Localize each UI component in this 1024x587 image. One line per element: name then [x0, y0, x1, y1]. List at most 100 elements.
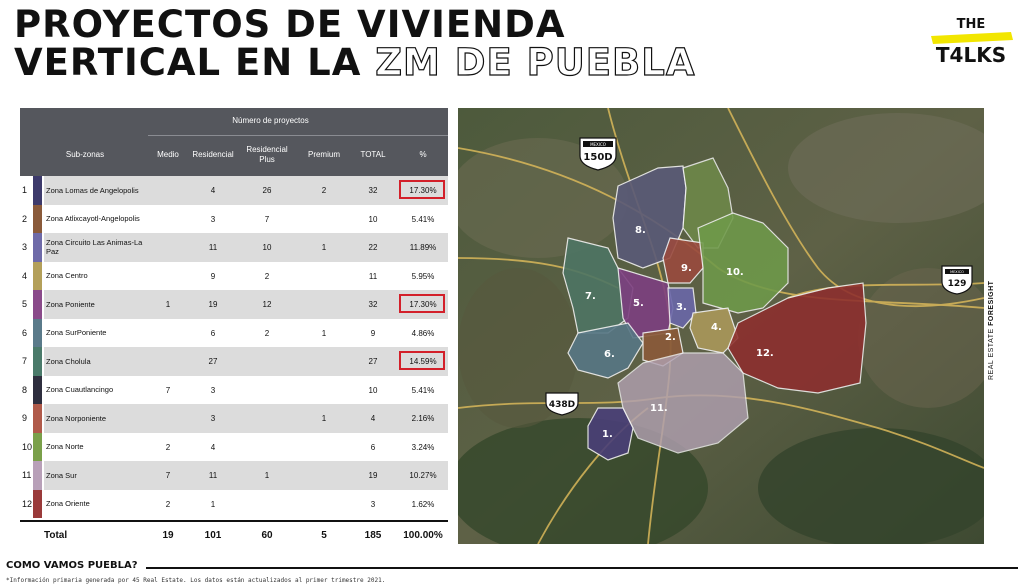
table-row: 1 Zona Lomas de Angelopolis 4 26 2 32 17.30%	[20, 176, 448, 205]
row-index: 4	[22, 270, 28, 281]
header-medio: Medio	[157, 150, 179, 159]
cell-medio: 1	[165, 300, 171, 309]
highlight-box	[399, 294, 445, 313]
cell-pct: 1.62%	[411, 499, 435, 509]
cell-total: 9	[370, 328, 376, 338]
highlight-box	[399, 351, 445, 370]
cell-pct: 10.27%	[409, 471, 437, 480]
table-row: 11 Zona Sur 7 11 1 19 10.27%	[20, 461, 448, 490]
row-background	[44, 461, 448, 490]
zone-name: Zona Sur	[46, 470, 77, 480]
svg-text:MEXICO: MEXICO	[590, 142, 606, 147]
cell-plus: 26	[262, 186, 272, 195]
cell-pct: 17.30%	[409, 186, 437, 195]
zone-label-9: 9.	[681, 263, 692, 274]
zone-label-2: 2.	[665, 332, 676, 343]
cell-total: 32	[368, 300, 378, 309]
zone-3	[667, 287, 697, 329]
projects-table: Número de proyectos Sub-zonas Medio Resi…	[20, 108, 448, 546]
footer-title: COMO VAMOS PUEBLA?	[6, 560, 138, 571]
zone-color-swatch	[33, 375, 42, 404]
shield-150d: MEXICO 150D	[579, 137, 617, 171]
table-row: 6 Zona SurPoniente 6 2 1 9 4.86%	[20, 318, 448, 347]
zone-name: Zona Poniente	[46, 299, 95, 309]
the-talks-logo: THE T4LKS	[929, 12, 1013, 70]
title-line-1: PROYECTOS DE VIVIENDA	[14, 3, 566, 46]
cell-residencial: 3	[210, 414, 216, 423]
cell-residencial: 6	[210, 328, 216, 338]
cell-residencial: 27	[208, 357, 218, 366]
zone-label-4: 4.	[711, 322, 722, 333]
table-total-row: Total 19 101 60 5 185 100.00%	[20, 520, 448, 548]
side-label-regular: REAL ESTATE	[988, 328, 995, 380]
title-line-2-outline: ZM DE PUEBLA	[375, 41, 696, 84]
cell-plus: 2	[264, 271, 270, 281]
zone-color-swatch	[33, 261, 42, 290]
zone-name: Zona Centro	[46, 271, 88, 280]
zone-11	[617, 352, 749, 454]
cell-total: 22	[368, 243, 378, 252]
total-medio: 19	[162, 530, 174, 541]
row-index: 9	[22, 413, 28, 423]
logo-main-text: T4LKS	[936, 43, 1006, 67]
table-row: 2 Zona Atlixcayotl-Angelopolis 3 7 10 5.41%	[20, 204, 448, 233]
zone-color-swatch	[33, 404, 42, 433]
table-header: Número de proyectos Sub-zonas Medio Resi…	[20, 108, 448, 176]
cell-plus: 10	[262, 243, 272, 252]
row-index: 2	[22, 213, 28, 224]
zone-label-10: 10.	[726, 267, 744, 278]
zone-name: Zona Norponiente	[46, 413, 107, 423]
zone-label-7: 7.	[585, 291, 596, 302]
highlight-box	[399, 180, 445, 199]
header-pct: %	[419, 150, 427, 159]
table-row: 12 Zona Oriente 2 1 3 1.62%	[20, 489, 448, 518]
cell-premium: 1	[321, 243, 327, 252]
zone-color-swatch	[33, 290, 42, 319]
puebla-zones-map: 8. 9. 10. 7. 5. 3. 4. 6. 2. 12. 11. 1. M…	[458, 108, 984, 544]
header-total: TOTAL	[360, 150, 386, 159]
map-svg: 8. 9. 10. 7. 5. 3. 4. 6. 2. 12. 11. 1. M…	[458, 108, 984, 544]
cell-total: 4	[370, 414, 376, 423]
row-index: 6	[22, 327, 28, 338]
row-index: 1	[22, 185, 28, 195]
group-header: Número de proyectos	[232, 116, 309, 125]
cell-total: 19	[368, 471, 378, 480]
row-index: 8	[22, 384, 28, 395]
side-brand-label: REAL ESTATE FORESIGHT	[988, 281, 995, 380]
cell-total: 10	[368, 385, 378, 395]
table-row: 3 Zona Circuito Las Animas-La Paz 11 10 1 22 1…	[20, 233, 448, 262]
header-premium: Premium	[307, 150, 340, 159]
table-row: 7 Zona Cholula 27 27 14.59%	[20, 347, 448, 376]
cell-plus: 12	[262, 300, 272, 309]
zone-label-6: 6.	[604, 349, 615, 360]
zone-label-12: 12.	[756, 348, 774, 359]
cell-pct: 3.24%	[411, 442, 435, 452]
svg-text:MEXICO: MEXICO	[950, 270, 964, 274]
cell-pct: 17.30%	[409, 300, 437, 309]
row-background	[44, 233, 448, 262]
total-residencial: 101	[204, 530, 222, 541]
row-background	[44, 290, 448, 319]
table-row: 9 Zona Norponiente 3 1 4 2.16%	[20, 404, 448, 433]
cell-total: 27	[368, 357, 378, 366]
cell-pct: 2.16%	[411, 414, 435, 423]
cell-pct: 5.41%	[411, 385, 435, 395]
cell-plus: 1	[264, 471, 270, 480]
cell-pct: 14.59%	[409, 357, 437, 366]
row-index: 10	[22, 441, 33, 452]
zone-color-swatch	[33, 347, 42, 376]
shield-129: MEXICO 129	[941, 265, 973, 295]
cell-premium: 1	[321, 414, 327, 423]
row-index: 7	[22, 356, 28, 366]
cell-medio: 2	[165, 499, 171, 509]
cell-premium: 2	[321, 186, 327, 195]
zone-name: Zona SurPoniente	[46, 328, 107, 337]
zone-label-1: 1.	[602, 429, 613, 440]
zone-color-swatch	[33, 204, 42, 233]
zone-label-5: 5.	[633, 298, 644, 309]
cell-residencial: 1	[210, 499, 216, 509]
row-index: 12	[22, 498, 33, 509]
header-subzonas: Sub-zonas	[65, 150, 105, 159]
cell-pct: 11.89%	[409, 243, 437, 252]
zone-1	[587, 407, 634, 461]
